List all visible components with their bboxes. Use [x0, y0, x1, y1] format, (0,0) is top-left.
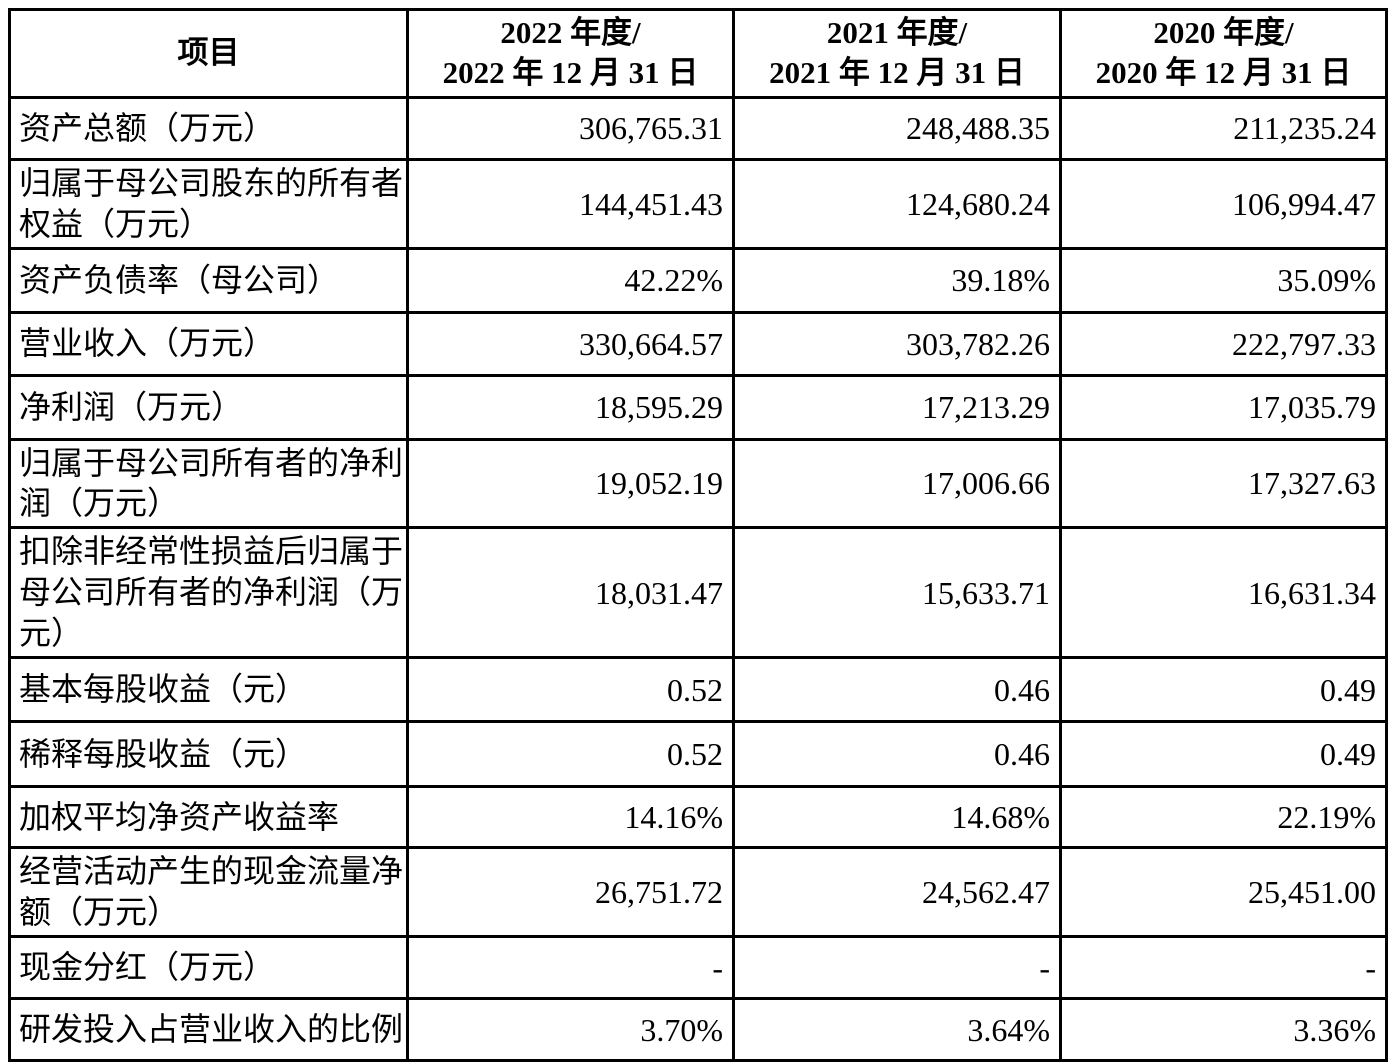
table-row: 归属于母公司所有者的净利润（万元） 19,052.19 17,006.66 17…	[8, 437, 1388, 530]
header-2020: 2020 年度/ 2020 年 12 月 31 日	[1059, 8, 1388, 99]
cell-2022: 14.16%	[406, 785, 735, 850]
cell-2022: 18,031.47	[406, 526, 735, 660]
table-row: 现金分红（万元） - - -	[8, 935, 1388, 1001]
header-2022: 2022 年度/ 2022 年 12 月 31 日	[406, 8, 735, 99]
cell-2021: 17,006.66	[732, 437, 1062, 530]
cell-2021: 0.46	[732, 656, 1062, 724]
cell-2022: 26,751.72	[406, 846, 735, 939]
cell-2021: 248,488.35	[732, 95, 1062, 161]
table-header-row: 项目 2022 年度/ 2022 年 12 月 31 日 2021 年度/ 20…	[8, 8, 1388, 99]
cell-2020: 22.19%	[1059, 785, 1388, 850]
row-label: 资产负债率（母公司）	[8, 246, 409, 314]
table-row: 研发投入占营业收入的比例 3.70% 3.64% 3.36%	[8, 997, 1388, 1062]
cell-2022: 3.70%	[406, 997, 735, 1062]
row-label: 现金分红（万元）	[8, 935, 409, 1001]
cell-2022: 18,595.29	[406, 373, 735, 441]
cell-2020: 0.49	[1059, 720, 1388, 789]
document-page: 项目 2022 年度/ 2022 年 12 月 31 日 2021 年度/ 20…	[8, 8, 1388, 1062]
header-item: 项目	[8, 8, 409, 99]
cell-2022: 144,451.43	[406, 157, 735, 250]
row-label: 资产总额（万元）	[8, 95, 409, 161]
financial-summary-table: 项目 2022 年度/ 2022 年 12 月 31 日 2021 年度/ 20…	[8, 8, 1388, 1062]
cell-2020: 211,235.24	[1059, 95, 1388, 161]
table-row: 资产总额（万元） 306,765.31 248,488.35 211,235.2…	[8, 95, 1388, 161]
table-row: 净利润（万元） 18,595.29 17,213.29 17,035.79	[8, 373, 1388, 441]
table-row: 稀释每股收益（元） 0.52 0.46 0.49	[8, 720, 1388, 789]
cell-2020: 17,327.63	[1059, 437, 1388, 530]
row-label: 净利润（万元）	[8, 373, 409, 441]
cell-2021: 3.64%	[732, 997, 1062, 1062]
table-row: 资产负债率（母公司） 42.22% 39.18% 35.09%	[8, 246, 1388, 314]
row-label: 经营活动产生的现金流量净额（万元）	[8, 846, 409, 939]
header-2021: 2021 年度/ 2021 年 12 月 31 日	[732, 8, 1062, 99]
cell-2022: -	[406, 935, 735, 1001]
row-label: 稀释每股收益（元）	[8, 720, 409, 789]
cell-2020: 0.49	[1059, 656, 1388, 724]
row-label: 基本每股收益（元）	[8, 656, 409, 724]
cell-2022: 42.22%	[406, 246, 735, 314]
cell-2021: 0.46	[732, 720, 1062, 789]
cell-2021: 24,562.47	[732, 846, 1062, 939]
row-label: 归属于母公司所有者的净利润（万元）	[8, 437, 409, 530]
cell-2021: 17,213.29	[732, 373, 1062, 441]
table-row: 归属于母公司股东的所有者权益（万元） 144,451.43 124,680.24…	[8, 157, 1388, 250]
table-row: 基本每股收益（元） 0.52 0.46 0.49	[8, 656, 1388, 724]
cell-2020: -	[1059, 935, 1388, 1001]
cell-2022: 0.52	[406, 720, 735, 789]
row-label: 加权平均净资产收益率	[8, 785, 409, 850]
cell-2021: -	[732, 935, 1062, 1001]
table-row: 扣除非经常性损益后归属于母公司所有者的净利润（万元） 18,031.47 15,…	[8, 526, 1388, 660]
table-row: 营业收入（万元） 330,664.57 303,782.26 222,797.3…	[8, 310, 1388, 377]
table-row: 加权平均净资产收益率 14.16% 14.68% 22.19%	[8, 785, 1388, 850]
row-label: 归属于母公司股东的所有者权益（万元）	[8, 157, 409, 250]
cell-2020: 35.09%	[1059, 246, 1388, 314]
cell-2020: 25,451.00	[1059, 846, 1388, 939]
cell-2021: 303,782.26	[732, 310, 1062, 377]
cell-2022: 306,765.31	[406, 95, 735, 161]
cell-2020: 3.36%	[1059, 997, 1388, 1062]
cell-2022: 0.52	[406, 656, 735, 724]
cell-2020: 222,797.33	[1059, 310, 1388, 377]
cell-2020: 16,631.34	[1059, 526, 1388, 660]
row-label: 研发投入占营业收入的比例	[8, 997, 409, 1062]
row-label: 营业收入（万元）	[8, 310, 409, 377]
cell-2020: 106,994.47	[1059, 157, 1388, 250]
cell-2022: 19,052.19	[406, 437, 735, 530]
cell-2022: 330,664.57	[406, 310, 735, 377]
cell-2021: 14.68%	[732, 785, 1062, 850]
row-label: 扣除非经常性损益后归属于母公司所有者的净利润（万元）	[8, 526, 409, 660]
cell-2021: 124,680.24	[732, 157, 1062, 250]
table-row: 经营活动产生的现金流量净额（万元） 26,751.72 24,562.47 25…	[8, 846, 1388, 939]
cell-2021: 15,633.71	[732, 526, 1062, 660]
cell-2020: 17,035.79	[1059, 373, 1388, 441]
cell-2021: 39.18%	[732, 246, 1062, 314]
